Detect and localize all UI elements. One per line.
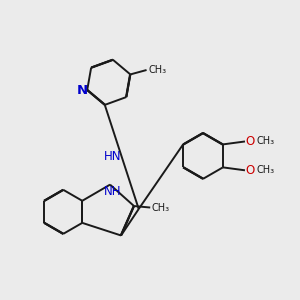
Text: NH: NH [104, 184, 121, 198]
Text: CH₃: CH₃ [256, 136, 274, 146]
Text: CH₃: CH₃ [152, 202, 170, 212]
Text: O: O [246, 164, 255, 177]
Text: HN: HN [104, 150, 122, 164]
Text: CH₃: CH₃ [256, 165, 274, 175]
Text: CH₃: CH₃ [148, 65, 166, 75]
Text: O: O [246, 135, 255, 148]
Text: N: N [77, 84, 88, 97]
